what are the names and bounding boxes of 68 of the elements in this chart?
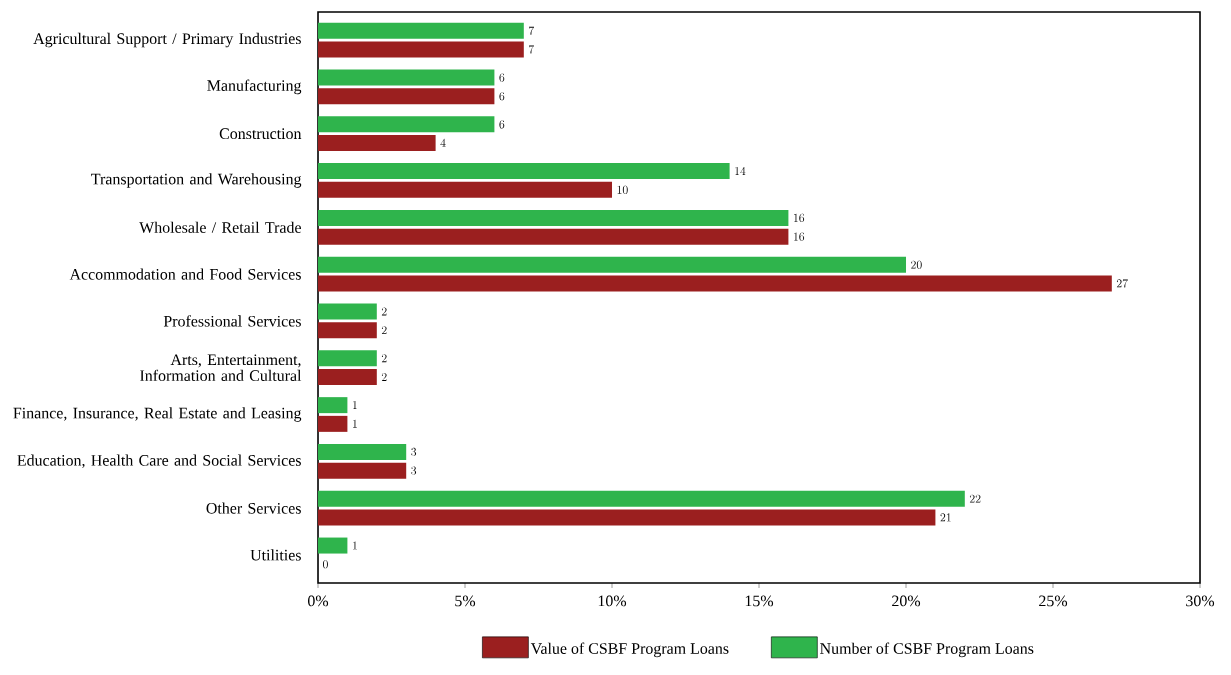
bar <box>318 163 730 180</box>
x-tick-label: 15% <box>745 595 774 607</box>
y-tick-label: Construction <box>219 128 302 140</box>
bar <box>318 490 965 507</box>
bar <box>318 397 348 414</box>
bar <box>318 537 348 554</box>
y-tick-label: Other Services <box>206 502 301 514</box>
bar <box>318 88 495 105</box>
data-label: 4 <box>440 138 446 147</box>
y-tick-label: Agricultural Support / Primary Industries <box>33 32 301 48</box>
data-label: 2 <box>381 372 387 381</box>
data-label: 6 <box>499 120 505 129</box>
bar <box>318 275 1112 292</box>
data-label: 2 <box>381 307 387 316</box>
data-label: 7 <box>528 26 534 35</box>
data-label: 6 <box>499 92 505 101</box>
y-tick-label: Wholesale / Retail Trade <box>139 221 301 233</box>
bar <box>318 135 436 152</box>
bar <box>318 462 407 479</box>
bar <box>318 181 613 198</box>
bar <box>318 228 789 245</box>
y-tick-label: Arts, Entertainment, Information and Cultural <box>140 354 302 382</box>
x-tick-label: 0% <box>307 595 329 607</box>
data-label: 6 <box>499 73 505 82</box>
bar <box>318 69 495 86</box>
x-tick-label: 10% <box>598 595 627 607</box>
bar <box>318 509 936 526</box>
data-label: 16 <box>794 232 805 241</box>
bar <box>318 41 524 58</box>
data-label: 22 <box>969 494 981 503</box>
x-tick-label: 25% <box>1039 595 1068 607</box>
data-label: 16 <box>794 213 805 223</box>
bar <box>318 443 407 460</box>
y-tick-label: Professional Services <box>163 315 301 327</box>
data-label: 7 <box>528 45 534 54</box>
data-label: 1 <box>353 401 357 409</box>
data-label: 3 <box>411 466 417 475</box>
y-tick-label: Transportation and Warehousing <box>91 173 302 188</box>
y-tick-label: Accommodation and Food Services <box>69 268 301 280</box>
bar <box>318 322 377 339</box>
data-label: 14 <box>735 166 746 175</box>
bar <box>318 350 377 367</box>
bar <box>318 22 524 39</box>
bar <box>318 303 377 320</box>
data-label: 0 <box>323 560 328 569</box>
x-tick-label: 30% <box>1186 595 1215 607</box>
data-label: 2 <box>381 326 387 335</box>
y-tick-label: Finance, Insurance, Real Estate and Leasing <box>13 407 302 422</box>
x-tick-label: 20% <box>892 595 921 607</box>
data-label: 10 <box>617 185 628 194</box>
legend-label: Number of CSBF Program Loans <box>820 642 1034 658</box>
data-label: 27 <box>1116 279 1128 288</box>
bar <box>318 369 377 386</box>
legend-label: Value of CSBF Program Loans <box>530 642 729 658</box>
y-tick-label: Utilities <box>250 549 301 561</box>
bar <box>318 415 348 432</box>
x-tick-label: 5% <box>455 595 476 607</box>
data-label: 2 <box>381 354 387 363</box>
y-tick-label: Education, Health Care and Social Services <box>17 454 301 469</box>
data-label: 1 <box>353 541 357 550</box>
data-label: 1 <box>353 419 357 428</box>
bar <box>318 256 907 273</box>
bar <box>318 116 495 133</box>
y-tick-label: Manufacturing <box>207 79 302 95</box>
data-label: 20 <box>911 260 922 269</box>
bar <box>318 209 789 226</box>
data-label: 21 <box>940 513 951 522</box>
data-label: 3 <box>411 447 417 457</box>
